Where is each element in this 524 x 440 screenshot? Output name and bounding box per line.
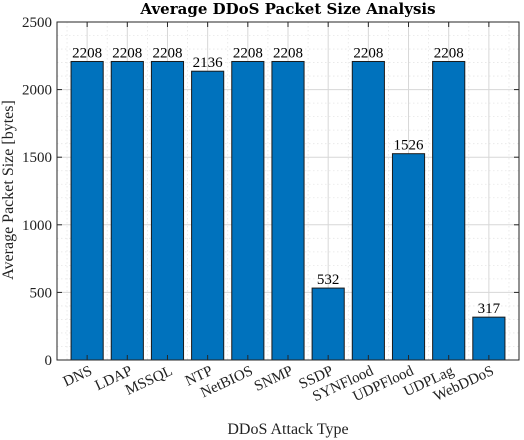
data-label-ntp: 2136 — [193, 55, 224, 71]
x-axis-label: DDoS Attack Type — [227, 421, 348, 438]
data-label-mssql: 2208 — [152, 45, 182, 61]
y-tick-label-2000: 2000 — [22, 83, 52, 99]
bar-snmp — [271, 60, 305, 361]
data-label-dns: 2208 — [72, 45, 102, 61]
data-label-udplag: 2208 — [434, 45, 464, 61]
y-tick-label-2500: 2500 — [22, 15, 52, 31]
y-tick-label-1000: 1000 — [22, 218, 52, 234]
bar-udplag — [432, 60, 466, 361]
bar-ntp — [191, 70, 225, 361]
bar-netbios — [231, 60, 265, 361]
y-tick-label-1500: 1500 — [22, 150, 52, 166]
data-label-webddos: 317 — [478, 301, 501, 317]
data-label-snmp: 2208 — [273, 45, 303, 61]
x-tick-label-mssql: MSSQL — [123, 363, 175, 399]
bar-webddos — [472, 316, 506, 361]
bars — [70, 60, 506, 361]
bar-mssql — [150, 60, 185, 361]
bar-ssdp — [311, 287, 345, 361]
bar-dns — [70, 60, 104, 361]
data-label-ldap: 2208 — [112, 45, 142, 61]
data-label-synflood: 2208 — [353, 45, 383, 61]
y-tick-label-500: 500 — [30, 285, 53, 301]
x-tick-label-dns: DNS — [61, 363, 95, 390]
data-label-udpflood: 1526 — [394, 138, 425, 154]
y-axis-label: Average Packet Size [bytes] — [0, 100, 17, 280]
y-tick-label-0: 0 — [45, 353, 53, 369]
chart-title: Average DDoS Packet Size Analysis — [139, 0, 435, 18]
data-labels: 2208 2208 2208 2136 2208 2208 532 2208 1526 2208 3… — [72, 45, 500, 317]
x-tick-label-snmp: SNMP — [252, 363, 296, 395]
bar-synflood — [351, 60, 385, 361]
bar-ldap — [110, 60, 144, 361]
bar-udpflood — [391, 153, 426, 361]
data-label-netbios: 2208 — [233, 45, 263, 61]
data-label-ssdp: 532 — [317, 272, 340, 288]
y-tick-labels: 0 500 1000 1500 2000 2500 — [22, 15, 52, 369]
axis-ticks — [57, 21, 519, 361]
